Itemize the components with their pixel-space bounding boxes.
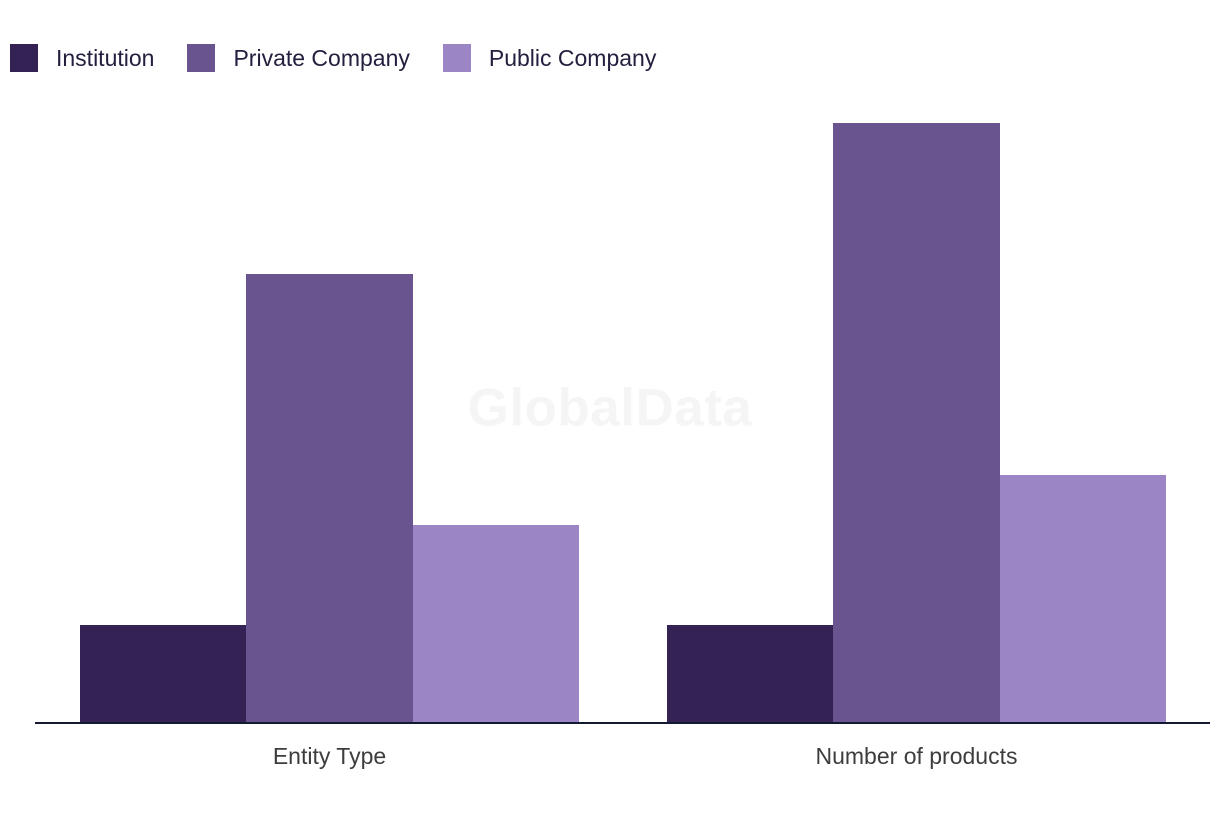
legend-swatch-public-company: [442, 44, 471, 72]
legend-item-public-company[interactable]: Public Company: [442, 44, 657, 72]
bar-institution-number-of-products[interactable]: [667, 625, 834, 723]
bar-public-company-number-of-products[interactable]: [999, 475, 1166, 723]
legend-label: Institution: [56, 45, 155, 71]
legend-item-institution[interactable]: Institution: [10, 44, 154, 72]
legend-swatch-institution: [10, 44, 38, 72]
plot-area: [35, 123, 1210, 724]
x-axis-category-label: Entity Type: [272, 743, 387, 769]
x-axis-category-label: Number of products: [815, 743, 1018, 769]
bar-private-company-number-of-products[interactable]: [833, 123, 1000, 723]
bar-private-company-entity-type[interactable]: [246, 274, 413, 723]
legend: Institution Private Company Public Compa…: [10, 44, 656, 72]
bar-public-company-entity-type[interactable]: [412, 525, 579, 723]
legend-label: Public Company: [488, 45, 657, 71]
x-axis-line: [35, 722, 1210, 724]
legend-item-private-company[interactable]: Private Company: [187, 44, 410, 72]
bar-institution-entity-type[interactable]: [80, 625, 247, 723]
legend-swatch-private-company: [187, 44, 216, 72]
legend-label: Private Company: [233, 45, 410, 71]
